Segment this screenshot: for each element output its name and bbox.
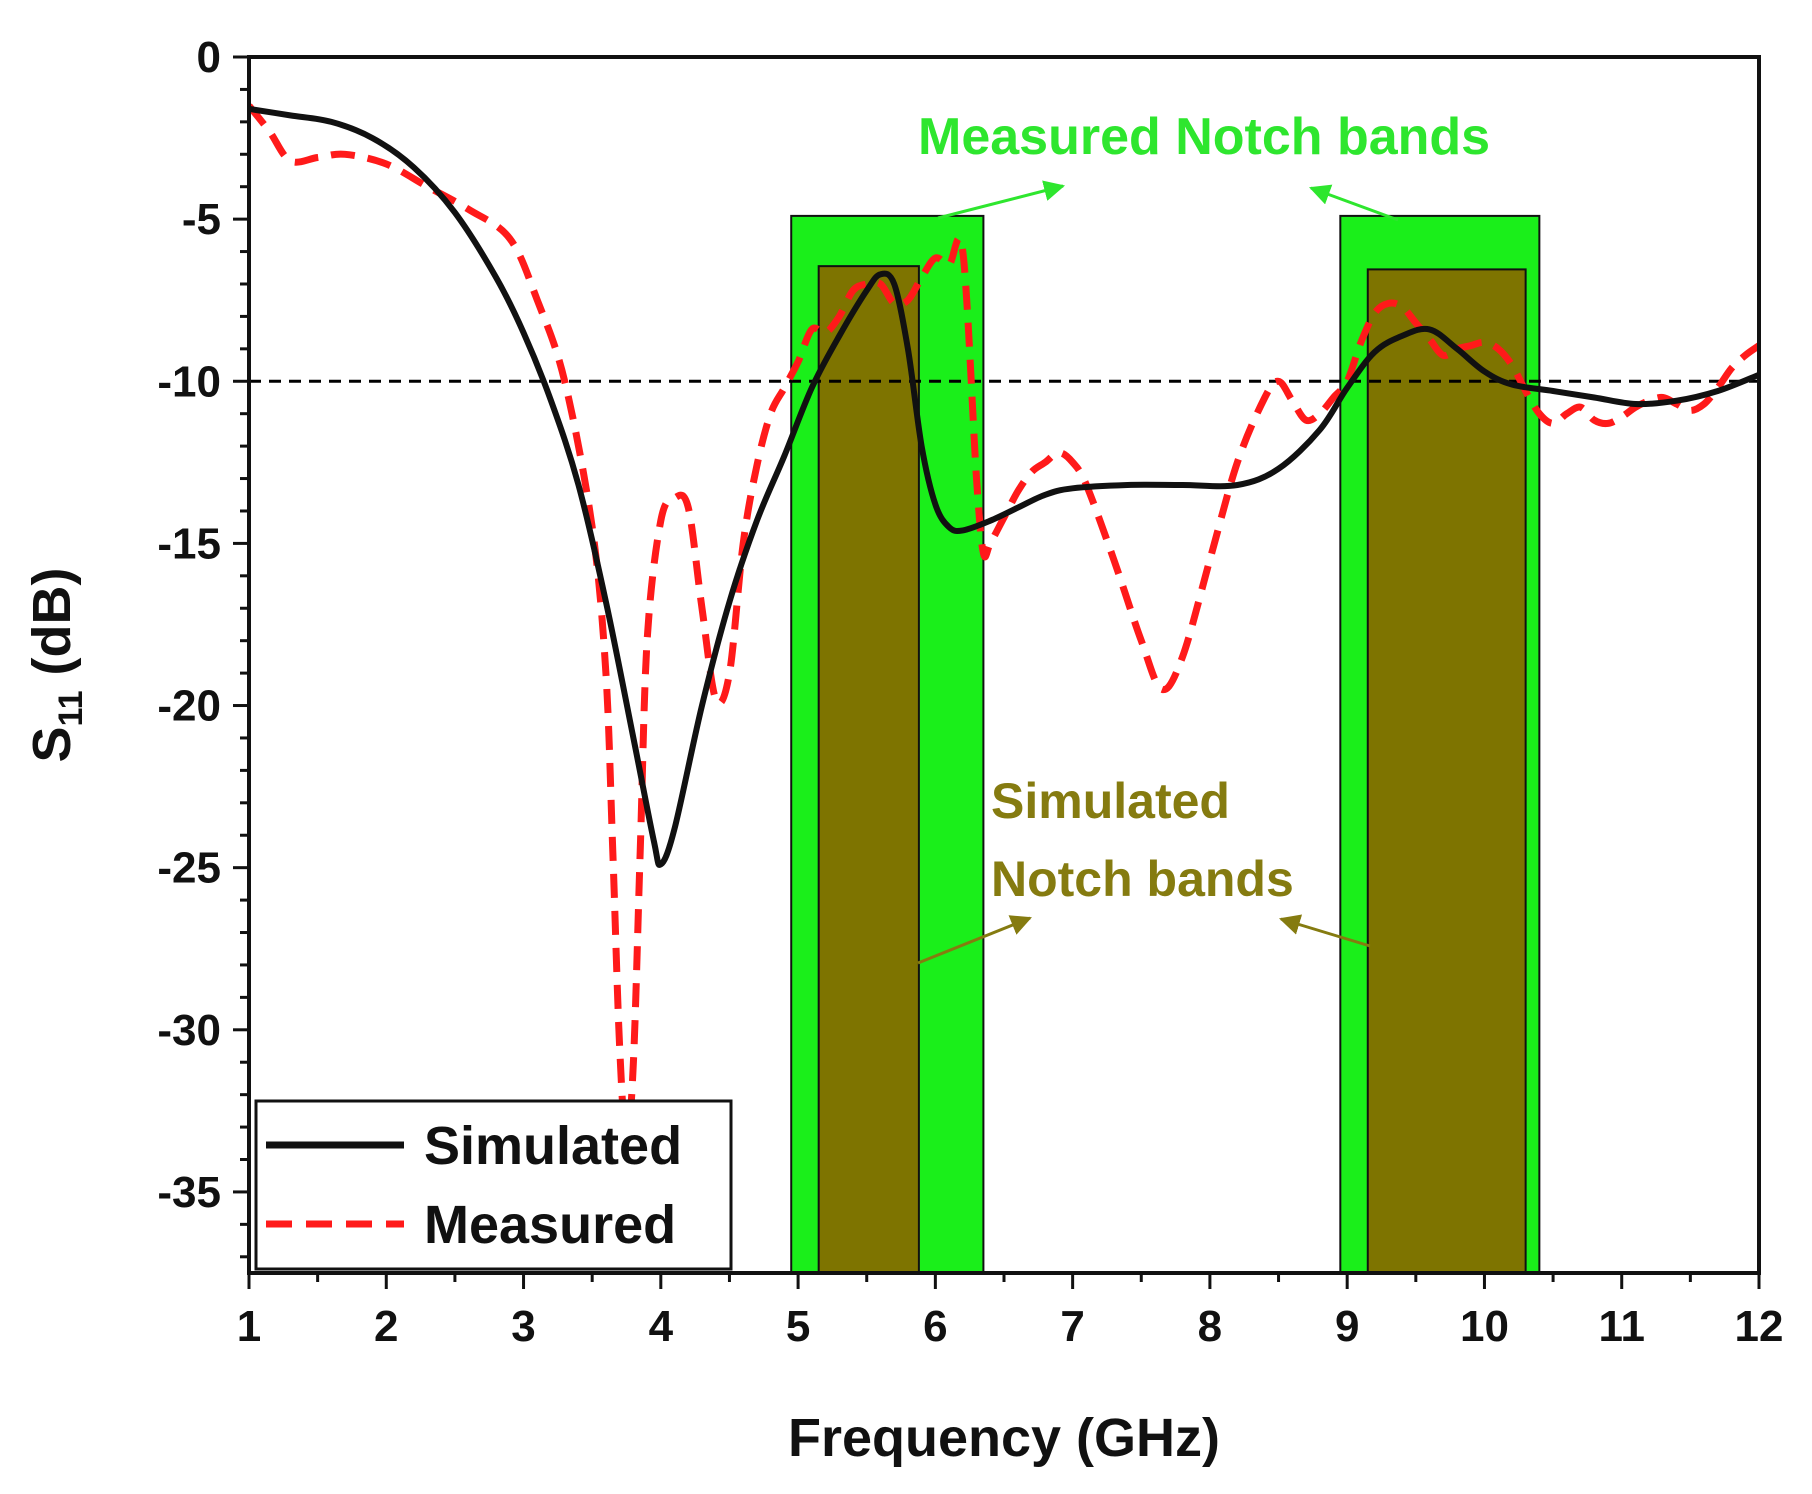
- x-tick-label: 12: [1735, 1302, 1784, 1351]
- x-tick-label: 1: [237, 1302, 261, 1351]
- x-tick-label: 5: [786, 1302, 810, 1351]
- y-tick-label: -25: [157, 844, 221, 893]
- y-tick-label: 0: [197, 33, 221, 82]
- x-tick-label: 2: [374, 1302, 398, 1351]
- y-tick-label: -20: [157, 682, 221, 731]
- simulated-series-line: [249, 105, 1759, 868]
- legend-simulated-label: Simulated: [424, 1116, 682, 1176]
- simulated-notch-arrow-left: [917, 915, 1032, 965]
- measured-notch-arrow-right: [1309, 184, 1399, 222]
- legend-measured-label: Measured: [424, 1195, 676, 1255]
- y-axis-title-subscript: 11: [52, 690, 90, 726]
- x-tick-label: 9: [1335, 1302, 1359, 1351]
- y-axis-title: S11 (dB): [22, 568, 90, 763]
- simulated-notch-label-line1: Simulated: [991, 773, 1230, 829]
- y-tick-label: -35: [157, 1168, 221, 1217]
- simulated-notch-label-line2: Notch bands: [991, 851, 1294, 907]
- x-tick-label: 6: [923, 1302, 947, 1351]
- measured-notch-arrow-left: [937, 180, 1066, 220]
- y-tick-label: -15: [157, 519, 221, 568]
- y-tick-label: -10: [157, 357, 221, 406]
- x-tick-label: 8: [1198, 1302, 1222, 1351]
- measured-notch-label: Measured Notch bands: [918, 108, 1490, 166]
- simulated-notch-annotation: Simulated Notch bands: [917, 773, 1371, 965]
- x-tick-label: 7: [1060, 1302, 1084, 1351]
- x-tick-label: 4: [649, 1302, 674, 1351]
- data-series: [249, 103, 1759, 1147]
- x-axis-ticks: 1 2 3 4 5 6 7 8 9 10 11 12: [237, 1273, 1784, 1351]
- y-axis-ticks: 0 -5 -10 -15 -20 -25 -30 -35: [157, 33, 249, 1259]
- simulated-notch-arrow-right: [1278, 914, 1371, 948]
- measured-notch-annotation: Measured Notch bands: [918, 108, 1490, 222]
- y-tick-label: -5: [182, 195, 221, 244]
- y-axis-title-suffix: (dB): [22, 568, 82, 691]
- legend-box: [254, 1099, 733, 1271]
- x-axis-title: Frequency (GHz): [788, 1408, 1220, 1468]
- legend: Simulated Measured: [254, 1099, 733, 1271]
- simulated-notch-band-2: [1366, 268, 1527, 1274]
- measured-series-line: [249, 103, 1759, 1147]
- x-tick-label: 11: [1598, 1302, 1645, 1351]
- simulated-notch-band-1: [817, 265, 920, 1275]
- x-tick-label: 10: [1460, 1302, 1509, 1351]
- y-axis-title-main: S: [22, 726, 82, 762]
- notch-bands: [790, 214, 1541, 1275]
- y-tick-label: -30: [157, 1006, 221, 1055]
- x-tick-label: 3: [511, 1302, 535, 1351]
